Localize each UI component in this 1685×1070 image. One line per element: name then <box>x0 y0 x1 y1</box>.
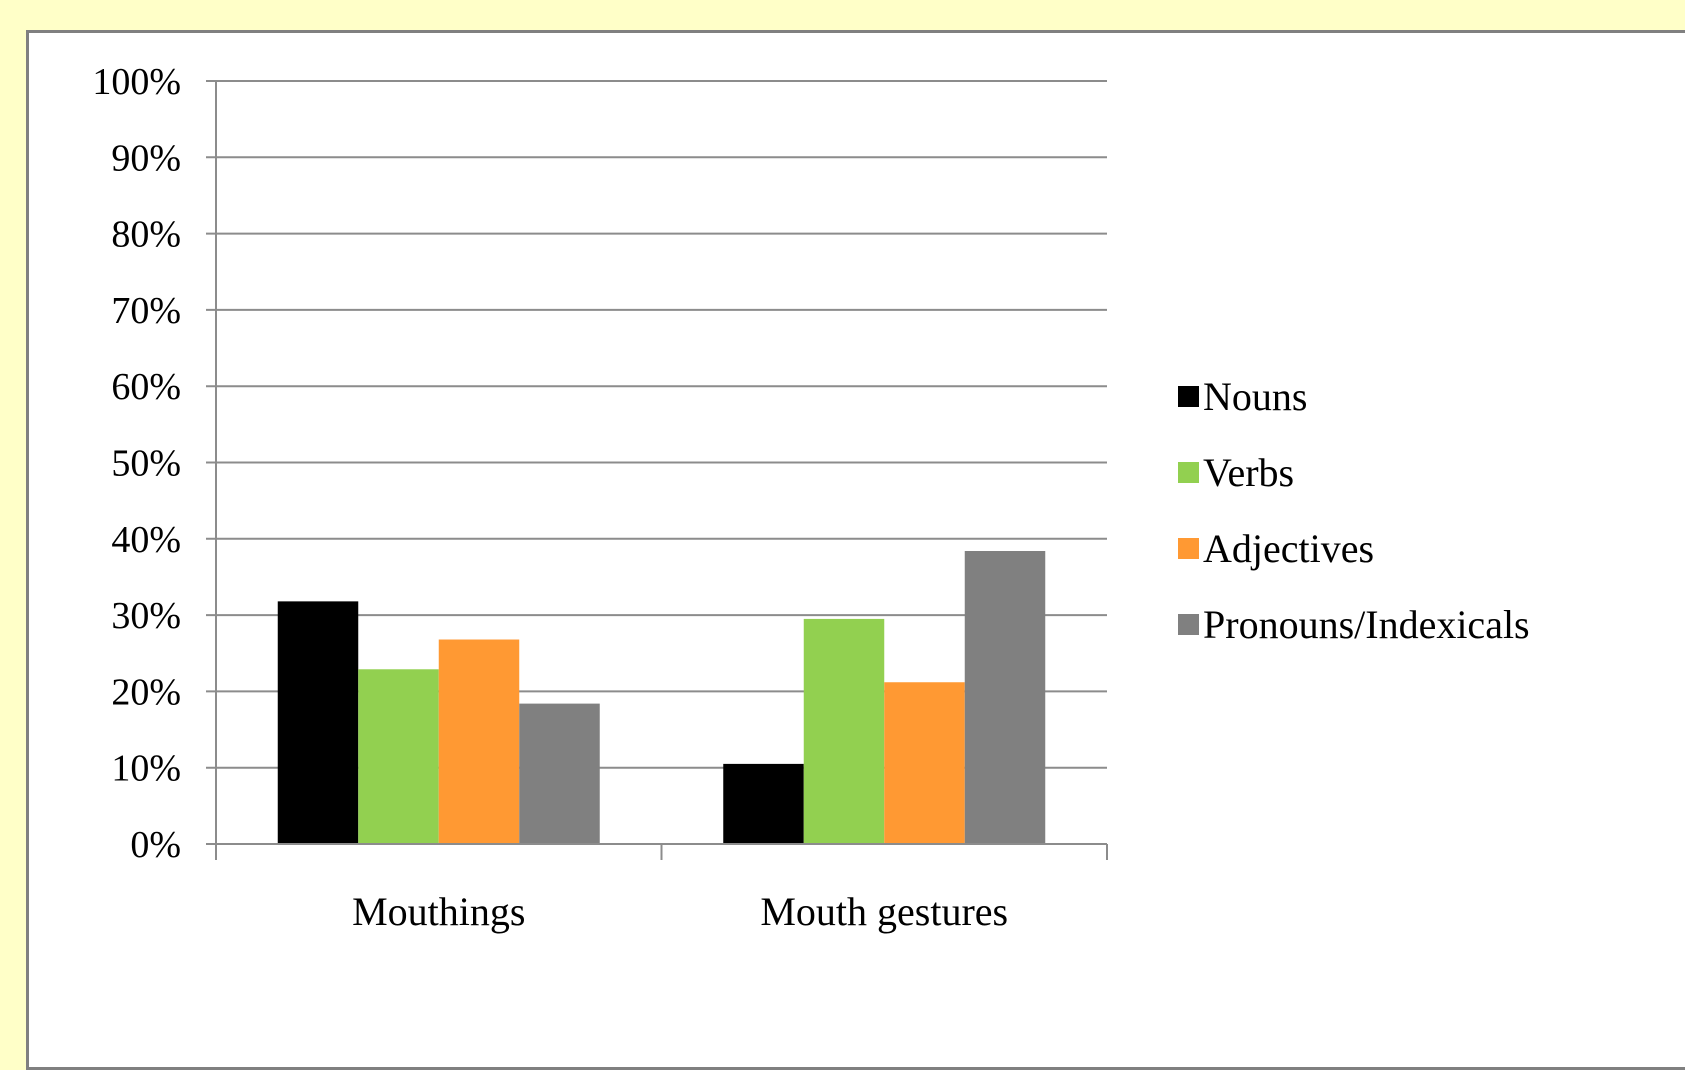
y-tick-label: 80% <box>111 214 181 256</box>
y-tick-label: 0% <box>130 824 181 866</box>
legend-swatch <box>1178 386 1199 407</box>
y-tick-label: 60% <box>111 366 181 408</box>
bar-nouns-mouthings <box>277 601 359 844</box>
bar-adjectives-mouthings <box>438 639 520 844</box>
legend-swatch <box>1178 538 1199 559</box>
bar-pronouns-indexicals-mouthings <box>519 703 600 844</box>
y-tick-label: 20% <box>111 671 181 713</box>
bar-chart: 0% 10% 20% 30% 40% 50% 60% 70% 80% 90% 100% Mouthi… <box>92 61 1530 934</box>
y-axis-tick-labels: 0% 10% 20% 30% 40% 50% 60% 70% 80% 90% 100% <box>92 61 181 866</box>
legend-label: Nouns <box>1203 374 1307 419</box>
legend-swatch <box>1178 462 1199 483</box>
y-tick-label: 50% <box>111 443 181 485</box>
category-label: Mouthings <box>352 889 525 934</box>
x-axis <box>215 81 1108 860</box>
legend-label: Verbs <box>1203 450 1294 495</box>
legend-label: Pronouns/Indexicals <box>1203 602 1530 647</box>
bar-verbs-mouthings <box>358 669 439 844</box>
legend-label: Adjectives <box>1203 526 1374 571</box>
bar-verbs-mouth-gestures <box>803 618 885 844</box>
y-tick-label: 70% <box>111 290 181 332</box>
bar-adjectives-mouth-gestures <box>884 682 965 844</box>
y-tick-label: 90% <box>111 137 181 179</box>
y-tick-label: 10% <box>111 748 181 790</box>
chart-frame: 0% 10% 20% 30% 40% 50% 60% 70% 80% 90% 100% Mouthi… <box>26 30 1685 1070</box>
category-labels: Mouthings Mouth gestures <box>352 889 1008 934</box>
y-tick-label: 30% <box>111 595 181 637</box>
bar-pronouns-indexicals-mouth-gestures <box>964 551 1046 844</box>
bar-nouns-mouth-gestures <box>723 763 804 844</box>
legend-swatch <box>1178 614 1199 635</box>
bars <box>277 551 1046 844</box>
legend: Nouns Verbs Adjectives Pronouns/Indexicals <box>1178 374 1530 647</box>
y-tick-label: 40% <box>111 519 181 561</box>
y-tick-label: 100% <box>92 61 181 103</box>
category-label: Mouth gestures <box>760 889 1008 934</box>
